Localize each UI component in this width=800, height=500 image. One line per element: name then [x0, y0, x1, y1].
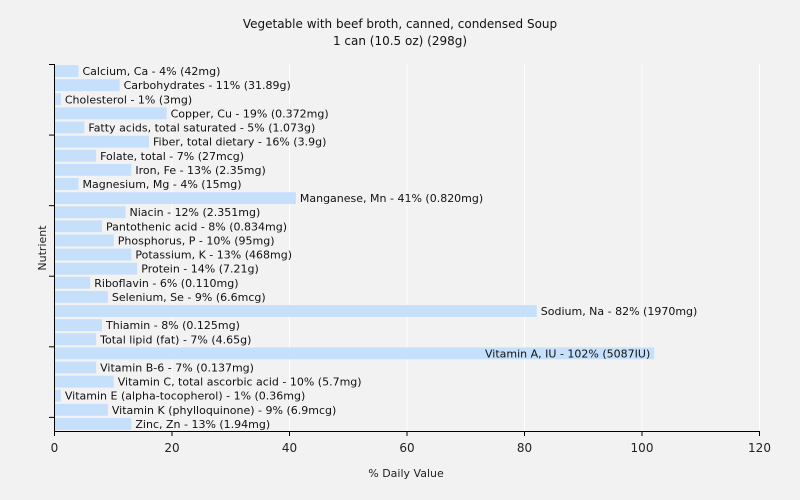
chart-title: Vegetable with beef broth, canned, conde… — [243, 17, 557, 31]
bar-label: Riboflavin - 6% (0.110mg) — [94, 277, 238, 290]
bar-label: Vitamin K (phylloquinone) - 9% (6.9mcg) — [112, 404, 336, 417]
bar-label: Vitamin C, total ascorbic acid - 10% (5.… — [118, 376, 362, 389]
bar — [55, 121, 85, 134]
bar — [55, 375, 114, 388]
bar — [55, 290, 108, 303]
bar-label: Fatty acids, total saturated - 5% (1.073… — [88, 122, 315, 135]
bar-label: Vitamin E (alpha-tocopherol) - 1% (0.36m… — [65, 390, 305, 403]
bar-label: Pantothenic acid - 8% (0.834mg) — [106, 220, 287, 233]
bar — [55, 389, 61, 402]
bar — [55, 305, 537, 317]
bar-label: Zinc, Zn - 13% (1.94mg) — [135, 418, 270, 431]
bar — [55, 107, 167, 120]
bar-label: Folate, total - 7% (27mcg) — [100, 150, 244, 163]
bar-label: Vitamin A, IU - 102% (5087IU) — [485, 347, 650, 360]
x-tick-label: 20 — [164, 441, 179, 455]
bar-label: Total lipid (fat) - 7% (4.65g) — [99, 333, 251, 346]
bar-label: Potassium, K - 13% (468mg) — [135, 249, 292, 262]
bar — [55, 178, 79, 190]
bar — [55, 93, 61, 106]
bar-label: Selenium, Se - 9% (6.6mcg) — [112, 291, 266, 304]
bar-label: Fiber, total dietary - 16% (3.9g) — [153, 136, 326, 149]
bar — [55, 276, 91, 289]
bars-layer: Calcium, Ca - 4% (42mg)Carbohydrates - 1… — [55, 65, 697, 431]
bar — [55, 149, 97, 162]
bar — [55, 319, 102, 332]
bar-label: Calcium, Ca - 4% (42mg) — [83, 65, 221, 78]
bar — [55, 262, 138, 275]
bar — [55, 163, 132, 176]
bar-label: Vitamin B-6 - 7% (0.137mg) — [100, 361, 254, 374]
bar — [55, 418, 132, 430]
axis-layer: 0 20 40 60 80 100 120 — [49, 64, 771, 455]
bar — [55, 220, 102, 233]
bar-label: Copper, Cu - 19% (0.372mg) — [171, 107, 329, 120]
bar-label: Protein - 14% (7.21g) — [141, 263, 259, 276]
x-tick-label: 0 — [51, 441, 59, 455]
bar-label: Manganese, Mn - 41% (0.820mg) — [300, 192, 483, 205]
y-axis-label: Nutrient — [36, 225, 49, 271]
x-tick-label: 120 — [748, 441, 771, 455]
bar — [55, 65, 79, 77]
bar-label: Phosphorus, P - 10% (95mg) — [118, 234, 275, 247]
bar-label: Niacin - 12% (2.351mg) — [130, 206, 261, 219]
bar — [55, 234, 114, 247]
bar-label: Sodium, Na - 82% (1970mg) — [541, 305, 698, 318]
chart-subtitle: 1 can (10.5 oz) (298g) — [333, 34, 467, 48]
x-tick-label: 80 — [517, 441, 532, 455]
x-axis-label: % Daily Value — [368, 467, 444, 480]
bar — [55, 333, 97, 346]
bar — [55, 192, 296, 205]
bar-label: Carbohydrates - 11% (31.89g) — [124, 79, 291, 92]
bar — [55, 206, 126, 219]
bar — [55, 361, 97, 374]
bar — [55, 79, 120, 92]
bar-label: Iron, Fe - 13% (2.35mg) — [135, 164, 265, 177]
bar — [55, 347, 655, 360]
bar — [55, 248, 132, 261]
bar-label: Cholesterol - 1% (3mg) — [65, 93, 192, 106]
bar-label: Magnesium, Mg - 4% (15mg) — [83, 178, 242, 191]
x-tick-label: 60 — [399, 441, 414, 455]
bar — [55, 403, 108, 416]
bar-label: Thiamin - 8% (0.125mg) — [105, 319, 240, 332]
bar — [55, 135, 149, 148]
grid-layer — [171, 64, 760, 431]
x-tick-label: 40 — [282, 441, 297, 455]
x-tick-label: 100 — [631, 441, 654, 455]
